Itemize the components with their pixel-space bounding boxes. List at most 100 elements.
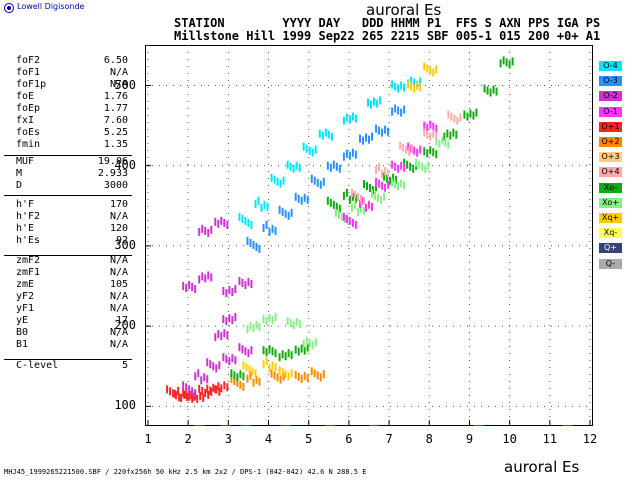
echo-mark	[252, 240, 255, 249]
echo-mark	[226, 383, 229, 392]
echo-mark	[412, 164, 415, 173]
echo-mark	[350, 203, 353, 212]
echo-mark	[196, 394, 199, 403]
echo-mark	[316, 178, 319, 187]
echo-mark	[351, 112, 354, 121]
echo-mark	[397, 84, 400, 93]
param-value: N/A	[109, 267, 128, 278]
legend-item: O-4	[599, 61, 622, 71]
echo-mark	[289, 162, 292, 171]
echo-mark	[172, 389, 175, 398]
echo-mark	[202, 393, 205, 402]
echo-mark	[367, 98, 370, 107]
echo-mark	[306, 343, 309, 352]
echo-mark	[403, 105, 406, 114]
echo-mark	[182, 282, 185, 291]
echo-mark	[188, 392, 191, 401]
echo-mark	[381, 170, 384, 179]
x-tick-label: 7	[385, 432, 393, 446]
echo-mark	[391, 178, 394, 187]
param-value: 17	[115, 315, 128, 326]
echo-mark	[284, 370, 287, 379]
echo-mark	[423, 147, 426, 156]
echo-mark	[250, 280, 253, 289]
echo-mark	[271, 224, 274, 233]
echo-mark	[450, 112, 453, 121]
param-value: N/A	[109, 327, 128, 338]
plot-title: auroral Es	[366, 1, 442, 19]
echo-mark	[384, 125, 387, 134]
param-row: h'Es 92	[16, 235, 128, 247]
echo-mark	[332, 200, 335, 209]
legend-item: O-3	[599, 76, 622, 87]
echo-mark	[483, 84, 486, 93]
echo-mark	[337, 210, 340, 219]
echo-mark	[314, 145, 317, 154]
echo-mark	[356, 207, 359, 216]
param-row: zmE 105	[16, 279, 128, 291]
echo-mark	[270, 173, 273, 182]
x-tick-label: 1	[144, 432, 152, 446]
echo-mark	[426, 64, 429, 73]
echo-mark	[250, 220, 253, 229]
echo-mark	[262, 346, 265, 355]
echo-mark	[305, 337, 308, 346]
echo-mark	[218, 387, 221, 396]
echo-mark	[225, 289, 228, 298]
param-name: yF1	[16, 303, 35, 314]
echo-mark	[194, 372, 197, 381]
echo-mark	[342, 116, 345, 125]
param-row: h'E 120	[16, 223, 128, 235]
y-tick-label: 500	[114, 77, 136, 92]
echo-mark	[407, 80, 410, 89]
echo-mark	[305, 144, 308, 153]
echo-mark	[204, 274, 207, 283]
echo-mark	[375, 166, 378, 175]
echo-mark	[318, 129, 321, 138]
param-value: 7.60	[103, 115, 128, 126]
echo-mark	[427, 161, 430, 170]
echo-mark	[386, 174, 389, 183]
echo-mark	[511, 57, 514, 66]
echo-mark	[297, 194, 300, 203]
echo-mark	[311, 148, 314, 157]
echo-mark	[217, 382, 220, 391]
echo-mark	[278, 205, 281, 214]
echo-mark	[200, 376, 203, 385]
echo-mark	[251, 367, 254, 376]
echo-mark	[257, 196, 260, 205]
echo-mark	[287, 372, 290, 381]
legend-item: Xq+	[599, 213, 622, 223]
echo-mark	[348, 195, 351, 204]
echo-mark	[225, 317, 228, 326]
echo-mark	[199, 391, 202, 400]
echo-mark	[238, 343, 241, 352]
echo-mark	[330, 132, 333, 141]
echo-mark	[252, 378, 255, 387]
echo-mark	[416, 81, 419, 90]
param-name: h'E	[16, 223, 35, 234]
echo-mark	[255, 321, 258, 330]
echo-mark	[366, 182, 368, 191]
frequency-marker	[280, 425, 291, 426]
param-name: foEp	[16, 103, 41, 114]
echo-mark	[201, 272, 204, 281]
echo-mark	[435, 124, 438, 133]
echo-mark	[342, 212, 345, 221]
echo-mark	[286, 160, 289, 169]
echo-mark	[383, 172, 386, 181]
ionogram-svg	[145, 45, 593, 426]
legend-item: O+1	[599, 121, 622, 132]
echo-mark	[424, 164, 427, 173]
echo-mark	[411, 144, 414, 153]
echo-mark	[222, 353, 225, 362]
echo-mark	[453, 114, 456, 123]
frequency-marker	[473, 425, 484, 426]
echo-mark	[345, 214, 348, 223]
echo-mark	[308, 146, 311, 155]
echo-mark	[351, 218, 354, 227]
echo-mark	[381, 128, 384, 137]
param-name: foF1	[16, 67, 41, 78]
echo-mark	[441, 136, 444, 145]
echo-mark	[289, 319, 292, 328]
